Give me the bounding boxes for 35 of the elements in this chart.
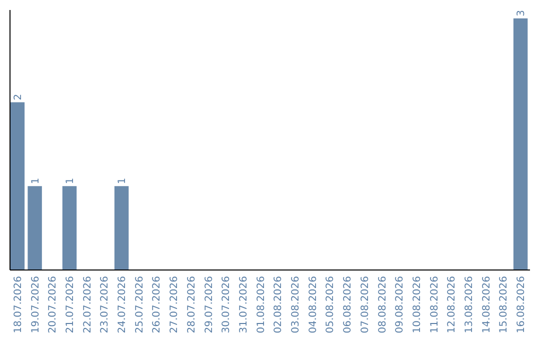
x-tick-label: 23.07.2026 — [100, 276, 111, 334]
x-tick-label: 13.08.2026 — [464, 276, 475, 334]
x-tick-label: 03.08.2026 — [290, 276, 302, 334]
data-label: 1 — [117, 178, 128, 184]
x-tick-label: 14.08.2026 — [481, 276, 492, 334]
x-tick-label: 05.08.2026 — [325, 276, 336, 334]
x-tick-label: 26.07.2026 — [152, 276, 163, 334]
x-tick-label: 30.07.2026 — [221, 276, 232, 334]
x-tick-label: 09.08.2026 — [394, 276, 406, 334]
x-tick-label: 18.07.2026 — [12, 276, 24, 334]
data-label: 1 — [65, 178, 76, 184]
x-tick-label: 20.07.2026 — [48, 276, 59, 334]
x-tick-label: 10.08.2026 — [412, 276, 423, 334]
x-tick-label: 29.07.2026 — [204, 276, 215, 334]
x-tick-label: 31.07.2026 — [238, 276, 250, 334]
x-tick-label: 11.08.2026 — [429, 276, 440, 334]
data-label: 3 — [516, 10, 528, 16]
x-tick-label: 25.07.2026 — [134, 276, 146, 334]
x-tick-label: 15.08.2026 — [498, 276, 510, 334]
x-tick-label: 02.08.2026 — [273, 276, 284, 334]
data-label: 1 — [30, 178, 42, 184]
x-tick-label: 28.07.2026 — [186, 276, 198, 334]
x-tick-label: 21.07.2026 — [65, 276, 76, 334]
x-tick-label: 07.08.2026 — [360, 276, 371, 334]
x-tick-label: 27.07.2026 — [169, 276, 180, 334]
x-tick-label: 08.08.2026 — [377, 276, 388, 334]
x-tick-label: 12.08.2026 — [446, 276, 458, 334]
x-tick-label: 24.07.2026 — [117, 276, 128, 334]
x-tick-label: 01.08.2026 — [256, 276, 267, 334]
x-tick-label: 04.08.2026 — [308, 276, 319, 334]
x-tick-label: 16.08.2026 — [516, 276, 528, 334]
x-tick-label: 06.08.2026 — [342, 276, 354, 334]
data-label: 2 — [12, 94, 24, 100]
x-tick-label: 19.07.2026 — [30, 276, 42, 334]
x-tick-label: 22.07.2026 — [82, 276, 94, 334]
